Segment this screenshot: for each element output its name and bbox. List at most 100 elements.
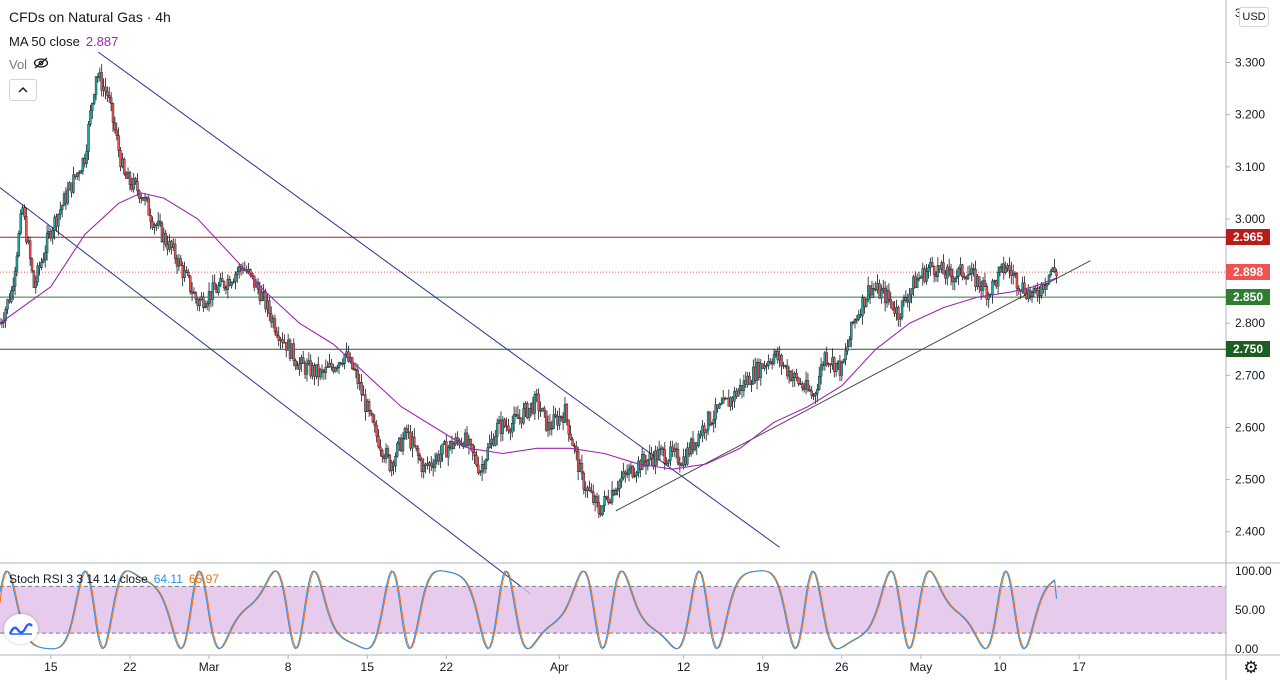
currency-button[interactable]: USD <box>1239 7 1269 27</box>
candle-body <box>897 306 900 320</box>
candle-body <box>710 423 714 425</box>
candle-body <box>527 407 531 419</box>
candle-body <box>87 124 90 152</box>
candle-body <box>237 265 241 273</box>
candle-body <box>292 343 295 361</box>
price-tick-label: 2.800 <box>1235 316 1265 330</box>
candle-body <box>795 373 798 379</box>
candle-body <box>17 232 21 257</box>
candle-body <box>416 448 420 456</box>
candle-body <box>164 232 167 245</box>
candle-body <box>819 364 823 377</box>
candle-body <box>576 451 580 472</box>
candle-body <box>134 178 137 182</box>
candle-body <box>89 110 92 125</box>
candle-body <box>104 86 107 92</box>
symbol-legend[interactable]: CFDs on Natural Gas · 4h <box>9 9 171 25</box>
candle-body <box>533 394 537 414</box>
candle-body <box>377 435 380 448</box>
vol-legend[interactable]: Vol <box>9 57 49 72</box>
candle-body <box>932 265 936 275</box>
candle-body <box>872 288 876 290</box>
candle-body <box>85 151 88 164</box>
stoch-k-value: 64.11 <box>153 572 183 586</box>
stoch-band <box>0 586 1226 634</box>
candle-body <box>931 262 934 267</box>
candle-body <box>898 317 902 320</box>
candle-body <box>260 292 263 301</box>
candle-body <box>452 443 456 449</box>
candle-body <box>138 190 141 199</box>
candle-body <box>1044 285 1047 290</box>
candle-body <box>693 442 697 451</box>
candle-body <box>697 433 700 447</box>
ma-value: 2.887 <box>85 34 119 49</box>
candle-body <box>386 448 390 456</box>
candle-body <box>109 97 113 104</box>
candle-body <box>91 103 94 111</box>
candle-body <box>495 422 499 437</box>
candle-body <box>302 357 305 364</box>
candle-body <box>66 189 69 204</box>
candle-body <box>484 459 488 470</box>
tradingview-logo[interactable] <box>4 614 38 644</box>
eye-off-icon[interactable] <box>33 57 49 72</box>
stoch-d-value: 65.97 <box>188 572 219 586</box>
candle-body <box>115 129 118 136</box>
candle-body <box>119 150 122 168</box>
candle-body <box>770 362 774 365</box>
symbol-title[interactable]: CFDs on Natural Gas · 4h <box>9 9 171 25</box>
candle-body <box>371 413 375 423</box>
candle-body <box>889 298 892 303</box>
candle-body <box>957 268 960 277</box>
candle-body <box>511 423 514 433</box>
candle-body <box>145 196 149 199</box>
candle-body <box>548 422 552 429</box>
candle-body <box>650 453 653 459</box>
trend-line <box>0 187 532 595</box>
candle-body <box>963 276 966 278</box>
gear-icon[interactable]: ⚙ <box>1243 658 1259 677</box>
candle-body <box>249 269 252 274</box>
stoch-legend[interactable]: Stoch RSI 3 3 14 14 close 64.11 65.97 <box>9 572 219 586</box>
candle-body <box>42 259 45 263</box>
candle-body <box>326 366 329 368</box>
candle-body <box>1004 267 1007 273</box>
candle-body <box>908 294 911 303</box>
candle-body <box>405 428 408 433</box>
candles <box>0 64 1058 519</box>
candle-body <box>36 265 39 283</box>
price-tick-label: 2.400 <box>1235 525 1265 539</box>
candle-body <box>808 389 812 392</box>
candle-body <box>447 447 450 458</box>
ma-legend[interactable]: MA 50 close 2.887 <box>9 34 118 49</box>
candle-body <box>79 170 83 174</box>
collapse-legend-button[interactable] <box>9 79 37 101</box>
candle-body <box>234 274 237 282</box>
candle-body <box>1055 271 1058 277</box>
stoch-tick-label: 100.00 <box>1235 564 1272 578</box>
candle-body <box>635 472 638 476</box>
time-tick-label: 22 <box>123 660 137 674</box>
candle-body <box>149 215 152 222</box>
candle-body <box>855 318 859 321</box>
candle-body <box>185 270 188 273</box>
candle-body <box>560 415 563 418</box>
candle-body <box>996 271 1000 287</box>
candle-body <box>471 444 474 453</box>
candle-body <box>987 294 990 300</box>
candle-body <box>205 303 209 307</box>
price-tag-support: 2.850 <box>1226 289 1270 306</box>
candle-body <box>373 421 376 426</box>
candle-body <box>179 258 182 266</box>
candle-body <box>59 209 62 215</box>
candle-body <box>801 383 804 389</box>
candle-body <box>608 502 612 504</box>
candle-body <box>840 362 844 376</box>
candle-body <box>705 429 708 433</box>
candle-body <box>381 450 384 458</box>
candle-body <box>111 103 115 123</box>
candle-body <box>961 264 964 277</box>
